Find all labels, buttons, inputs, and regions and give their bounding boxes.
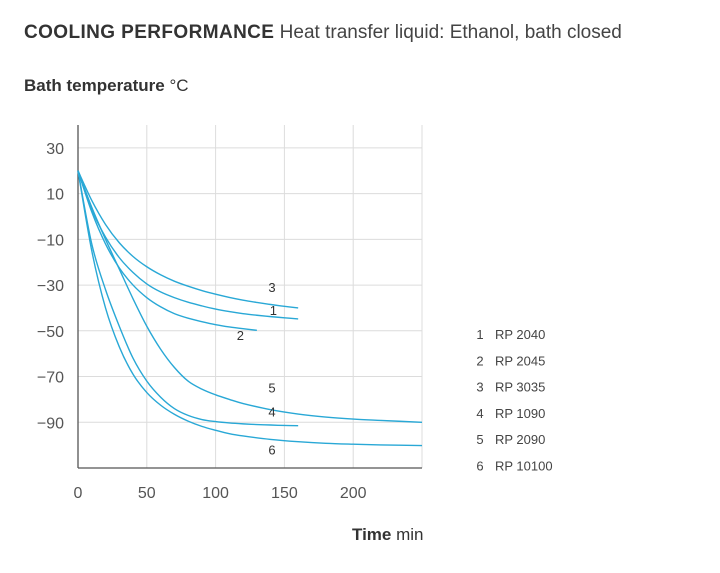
- chart-grid: [78, 125, 423, 468]
- legend-number: 5: [476, 432, 483, 447]
- x-axis-label: Time: [352, 525, 392, 544]
- x-tick-label: 0: [74, 485, 83, 502]
- legend-label: RP 3035: [495, 380, 545, 395]
- y-axis-unit: °C: [169, 76, 189, 95]
- legend-label: RP 2090: [495, 432, 545, 447]
- y-tick-label: 30: [46, 141, 64, 158]
- curve-labels: 1 2 3 4 5 6: [237, 280, 277, 457]
- legend-label: RP 10100: [495, 459, 553, 474]
- series-line-4: [77, 170, 299, 427]
- series-line-5: [77, 170, 423, 423]
- y-tick-label: −10: [37, 232, 64, 249]
- legend-label: RP 1090: [495, 406, 545, 421]
- y-tick-label: 10: [46, 187, 64, 204]
- y-axis-title: Bath temperature °C: [24, 76, 189, 96]
- chart-axes: [77, 125, 422, 469]
- series-line-3: [77, 170, 299, 309]
- legend-number: 2: [476, 353, 483, 368]
- curve-label-3: 3: [268, 280, 275, 295]
- curve-label-6: 6: [268, 442, 275, 457]
- legend-number: 3: [476, 380, 483, 395]
- curve-label-5: 5: [268, 381, 275, 396]
- y-tick-label: −30: [37, 278, 64, 295]
- legend-number: 6: [476, 459, 483, 474]
- x-tick-label: 100: [202, 485, 229, 502]
- chart-title-row: COOLING PERFORMANCE Heat transfer liquid…: [24, 22, 622, 44]
- series-line-2: [77, 170, 257, 332]
- x-axis-title: Time min: [352, 525, 424, 545]
- legend-label: RP 2040: [495, 327, 545, 342]
- chart-subtitle: Heat transfer liquid: Ethanol, bath clos…: [279, 22, 622, 43]
- legend-label: RP 2045: [495, 353, 545, 368]
- y-axis-label: Bath temperature: [24, 76, 165, 95]
- x-tick-label: 150: [271, 485, 298, 502]
- chart-title: COOLING PERFORMANCE: [24, 22, 275, 43]
- tick-labels: 30 10 −10 −30 −50 −70 −90 0 50 100 150 200: [37, 141, 367, 502]
- y-tick-label: −50: [37, 324, 64, 341]
- curve-label-2: 2: [237, 328, 244, 343]
- series-line-6: [77, 170, 423, 447]
- legend-number: 4: [476, 406, 483, 421]
- x-axis-unit: min: [396, 525, 424, 544]
- curve-label-4: 4: [268, 405, 275, 420]
- series-line-1: [77, 170, 299, 320]
- y-tick-label: −90: [37, 415, 64, 432]
- curve-label-1: 1: [270, 303, 277, 318]
- legend-number: 1: [476, 327, 483, 342]
- legend: 1 RP 2040 2 RP 2045 3 RP 3035 4 RP 1090 5 RP 2090…: [476, 327, 552, 474]
- series-lines: [77, 170, 423, 447]
- x-tick-label: 200: [340, 485, 367, 502]
- x-tick-label: 50: [138, 485, 156, 502]
- y-tick-label: −70: [37, 370, 64, 387]
